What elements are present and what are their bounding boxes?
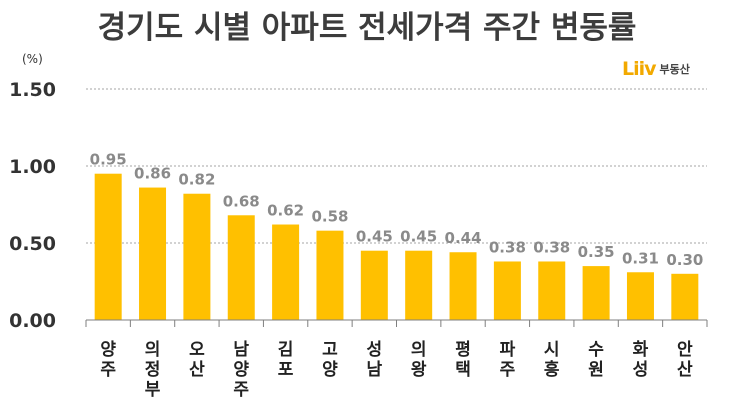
- data-label: 0.38: [489, 238, 526, 256]
- y-tick-label: 1.50: [9, 79, 56, 101]
- bar: [360, 250, 388, 320]
- bar: [139, 187, 167, 320]
- bar: [272, 224, 300, 320]
- bar: [626, 272, 654, 320]
- data-label: 0.44: [445, 229, 482, 247]
- bar: [582, 266, 610, 320]
- bar: [493, 261, 521, 320]
- brand-logo: Liiv 부동산: [622, 58, 690, 80]
- data-label: 0.45: [400, 228, 437, 246]
- data-label: 0.31: [622, 249, 659, 267]
- bar: [183, 193, 211, 320]
- logo-mark: Liiv: [622, 58, 657, 80]
- data-label: 0.62: [267, 202, 304, 220]
- data-label: 0.30: [666, 251, 703, 269]
- bar: [405, 250, 433, 320]
- data-label: 0.82: [178, 171, 215, 189]
- y-tick-label: 0.50: [9, 233, 56, 255]
- data-label: 0.95: [90, 151, 127, 169]
- y-tick-label: 0.00: [9, 310, 56, 332]
- data-label: 0.58: [311, 208, 348, 226]
- y-tick-label: 1.00: [9, 156, 56, 178]
- bar: [94, 173, 122, 320]
- bar: [227, 215, 255, 320]
- data-label: 0.38: [533, 238, 570, 256]
- chart-title: 경기도 시별 아파트 전세가격 주간 변동률: [97, 10, 637, 46]
- bar: [538, 261, 566, 320]
- bar: [449, 252, 477, 320]
- y-unit-label: (%): [22, 52, 43, 66]
- data-label: 0.35: [578, 243, 615, 261]
- bar: [316, 230, 344, 320]
- logo-text: 부동산: [659, 63, 690, 76]
- data-label: 0.45: [356, 228, 393, 246]
- data-label: 0.68: [223, 192, 260, 210]
- bar: [671, 273, 699, 320]
- data-label: 0.86: [134, 165, 171, 183]
